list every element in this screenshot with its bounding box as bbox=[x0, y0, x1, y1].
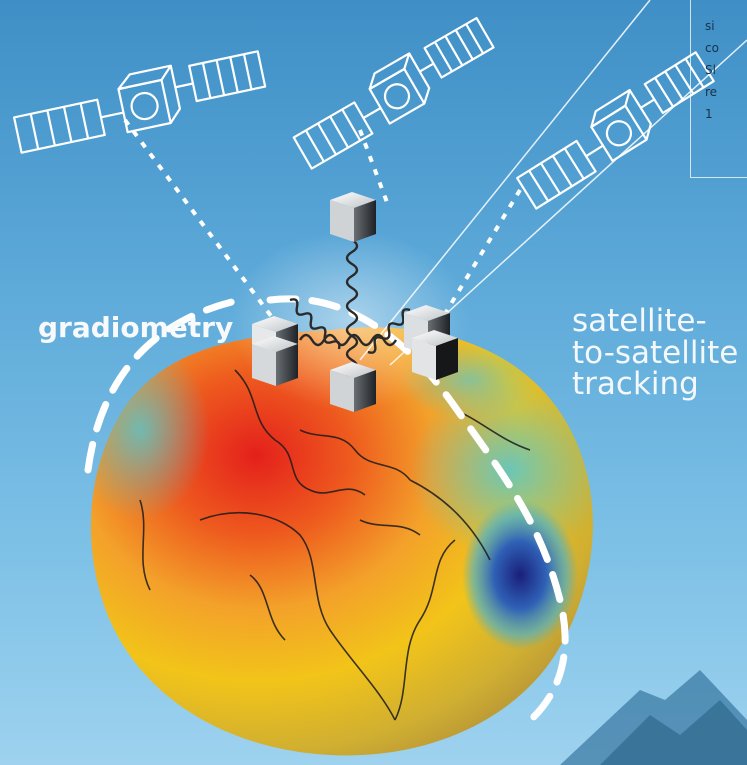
accelerometer-cube-icon bbox=[412, 330, 458, 380]
accelerometer-cube-icon bbox=[330, 362, 376, 412]
info-box: si co Sl re 1 bbox=[690, 0, 747, 178]
satellite-icon bbox=[12, 50, 267, 154]
accelerometer-cube-icon bbox=[330, 192, 376, 242]
earth-geoid-icon bbox=[90, 327, 593, 756]
accelerometer-cube-icon bbox=[252, 336, 298, 386]
mountain-icon bbox=[560, 670, 747, 765]
gradiometry-label: gradiometry bbox=[38, 311, 234, 344]
info-text-line: Sl bbox=[705, 63, 716, 77]
info-text-line: re bbox=[705, 85, 718, 99]
sst-label-line-2: to-satellite bbox=[572, 334, 739, 371]
sst-label-line-3: tracking bbox=[572, 366, 699, 403]
sst-label: satellite- to-satellite tracking bbox=[572, 303, 739, 403]
spring-icon bbox=[289, 238, 411, 386]
satellite-icon bbox=[516, 51, 715, 210]
info-text-line: co bbox=[705, 41, 719, 55]
info-text-line: 1 bbox=[705, 107, 713, 121]
sst-label-line-1: satellite- bbox=[572, 303, 707, 339]
info-text-line: si bbox=[705, 19, 715, 33]
satellite-icon bbox=[292, 16, 495, 170]
